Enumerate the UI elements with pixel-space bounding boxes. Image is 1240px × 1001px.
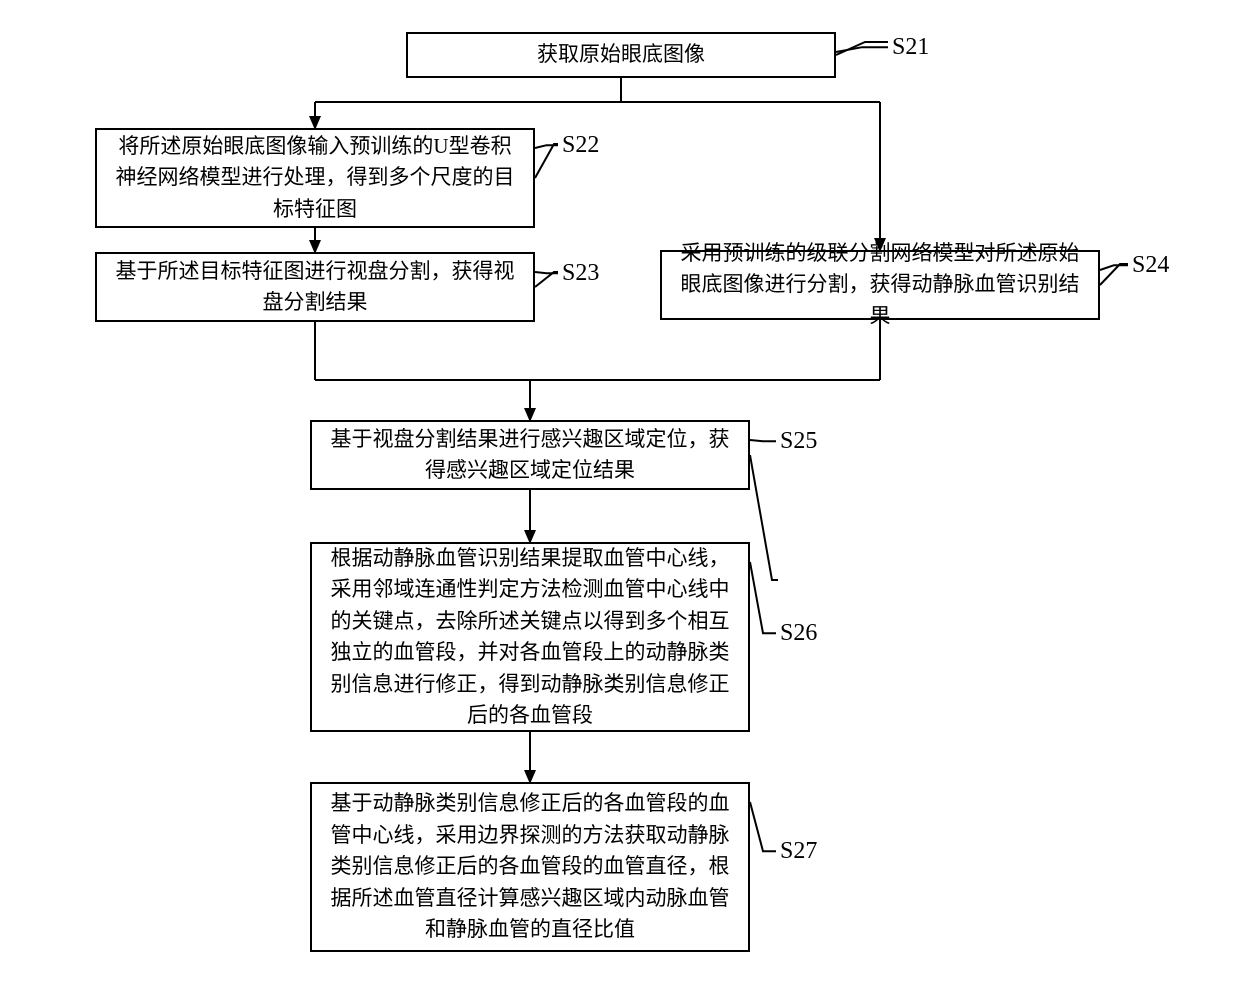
step-s24-text: 采用预训练的级联分割网络模型对所述原始眼底图像进行分割，获得动静脉血管识别结果 bbox=[674, 238, 1086, 333]
step-s21-box: 获取原始眼底图像 bbox=[406, 32, 836, 78]
step-s25-box: 基于视盘分割结果进行感兴趣区域定位，获得感兴趣区域定位结果 bbox=[310, 420, 750, 490]
step-s27-text: 基于动静脉类别信息修正后的各血管段的血管中心线，采用边界探测的方法获取动静脉类别… bbox=[324, 788, 736, 946]
step-s26-box: 根据动静脉血管识别结果提取血管中心线，采用邻域连通性判定方法检测血管中心线中的关… bbox=[310, 542, 750, 732]
step-s23-box: 基于所述目标特征图进行视盘分割，获得视盘分割结果 bbox=[95, 252, 535, 322]
step-s22-text: 将所述原始眼底图像输入预训练的U型卷积神经网络模型进行处理，得到多个尺度的目标特… bbox=[109, 131, 521, 226]
step-s26-label: S26 bbox=[780, 620, 817, 647]
step-s25-label: S25 bbox=[780, 428, 817, 455]
step-s27-box: 基于动静脉类别信息修正后的各血管段的血管中心线，采用边界探测的方法获取动静脉类别… bbox=[310, 782, 750, 952]
step-s22-box: 将所述原始眼底图像输入预训练的U型卷积神经网络模型进行处理，得到多个尺度的目标特… bbox=[95, 128, 535, 228]
step-s25-text: 基于视盘分割结果进行感兴趣区域定位，获得感兴趣区域定位结果 bbox=[324, 424, 736, 487]
step-s23-label: S23 bbox=[562, 260, 599, 287]
flowchart-canvas: 获取原始眼底图像 将所述原始眼底图像输入预训练的U型卷积神经网络模型进行处理，得… bbox=[20, 20, 1240, 981]
step-s24-box: 采用预训练的级联分割网络模型对所述原始眼底图像进行分割，获得动静脉血管识别结果 bbox=[660, 250, 1100, 320]
step-s23-text: 基于所述目标特征图进行视盘分割，获得视盘分割结果 bbox=[109, 256, 521, 319]
step-s26-text: 根据动静脉血管识别结果提取血管中心线，采用邻域连通性判定方法检测血管中心线中的关… bbox=[324, 543, 736, 732]
step-s27-label: S27 bbox=[780, 838, 817, 865]
step-s21-text: 获取原始眼底图像 bbox=[537, 39, 705, 71]
step-s21-label: S21 bbox=[892, 34, 929, 61]
step-s24-label: S24 bbox=[1132, 252, 1169, 279]
step-s22-label: S22 bbox=[562, 132, 599, 159]
